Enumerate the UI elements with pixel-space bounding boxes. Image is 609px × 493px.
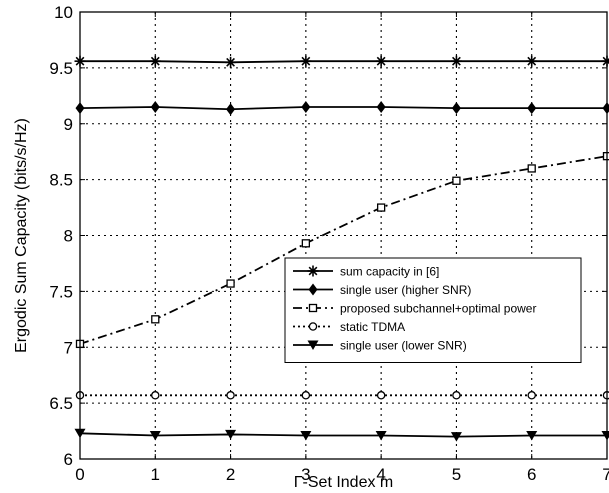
data-point-s4-4 bbox=[375, 431, 387, 441]
legend-label-2: proposed subchannel+optimal power bbox=[340, 302, 536, 316]
data-point-s1-3 bbox=[301, 100, 311, 113]
series-4 bbox=[74, 428, 609, 442]
legend-marker-4 bbox=[307, 340, 319, 350]
y-axis-label: Ergodic Sum Capacity (bits/s/Hz) bbox=[13, 118, 30, 353]
legend-label-4: single user (lower SNR) bbox=[340, 339, 467, 353]
data-point-s4-3 bbox=[300, 431, 312, 441]
legend-marker-1 bbox=[308, 283, 318, 296]
data-point-s0-5 bbox=[450, 55, 462, 67]
x-tick-label-7: 7 bbox=[602, 465, 609, 484]
data-point-s2-6 bbox=[527, 164, 536, 173]
legend: sum capacity in [6] single user (higher S… bbox=[284, 257, 582, 363]
data-point-s4-5 bbox=[450, 432, 462, 442]
y-tick-label-7: 7 bbox=[64, 338, 73, 357]
data-point-s0-5-stroke-3 bbox=[452, 56, 461, 66]
x-tick-label-3: 3 bbox=[301, 465, 310, 484]
legend-label-1: single user (higher SNR) bbox=[340, 283, 471, 297]
x-tick-label-0: 0 bbox=[75, 465, 84, 484]
data-point-s2-4 bbox=[376, 203, 386, 212]
series-line-0 bbox=[80, 60, 607, 64]
series-3 bbox=[75, 391, 609, 400]
data-point-s1-5 bbox=[451, 102, 461, 115]
data-point-s0-4 bbox=[375, 55, 387, 67]
legend-box bbox=[284, 257, 582, 363]
data-point-s3-2 bbox=[226, 391, 235, 400]
data-point-s2-7 bbox=[602, 152, 609, 161]
data-point-s3-6 bbox=[527, 391, 536, 400]
series-0 bbox=[74, 55, 609, 68]
data-point-s1-6 bbox=[527, 102, 537, 115]
data-point-s1-4 bbox=[376, 100, 386, 113]
data-point-s2-1 bbox=[151, 315, 160, 324]
x-axis-label: Γ-Set Index m bbox=[294, 474, 394, 491]
data-point-s0-3 bbox=[300, 55, 312, 67]
legend-label-0: sum capacity in [6] bbox=[340, 265, 439, 279]
data-point-s0-4-stroke-3 bbox=[376, 56, 386, 66]
series-group bbox=[74, 55, 609, 442]
data-point-s2-2 bbox=[226, 279, 235, 288]
data-point-s3-7 bbox=[602, 391, 609, 400]
grid-lines bbox=[80, 12, 607, 459]
legend-marker-3 bbox=[308, 322, 318, 331]
data-point-s1-7 bbox=[602, 102, 609, 115]
data-point-s0-1 bbox=[149, 55, 161, 67]
y-tick-label-9.5: 9.5 bbox=[49, 59, 73, 78]
data-point-s0-3-stroke-3 bbox=[301, 56, 311, 66]
series-line-1 bbox=[79, 106, 607, 111]
data-point-s2-5 bbox=[452, 176, 461, 185]
legend-label-3: static TDMA bbox=[340, 320, 405, 334]
data-point-s3-3 bbox=[301, 391, 311, 400]
y-tick-label-9: 9 bbox=[64, 115, 73, 134]
data-point-s3-1 bbox=[151, 391, 160, 400]
data-point-s0-2-stroke-3 bbox=[226, 57, 235, 67]
y-tick-label-10: 10 bbox=[54, 3, 73, 22]
x-tick-label-2: 2 bbox=[226, 465, 235, 484]
series-line-4 bbox=[79, 432, 607, 438]
legend-marker-2 bbox=[308, 303, 318, 313]
legend-marker-0-stroke-3 bbox=[308, 266, 318, 276]
data-point-s1-2 bbox=[226, 103, 236, 116]
data-point-s3-5 bbox=[452, 391, 461, 400]
series-line-2 bbox=[79, 155, 608, 345]
series-2 bbox=[75, 152, 609, 349]
data-point-s0-6-stroke-3 bbox=[527, 56, 537, 66]
data-point-s0-2 bbox=[225, 56, 237, 68]
x-tick-label-1: 1 bbox=[151, 465, 160, 484]
y-tick-label-7.5: 7.5 bbox=[49, 282, 73, 301]
y-tick-label-8: 8 bbox=[64, 227, 73, 246]
y-tick-label-8.5: 8.5 bbox=[49, 171, 73, 190]
data-point-s2-3 bbox=[301, 239, 311, 248]
data-point-s4-2 bbox=[225, 429, 237, 440]
y-tick-label-6.5: 6.5 bbox=[49, 394, 73, 413]
axis-ticks: 0 1 2 3 4 5 6 7 6 6.5 7 7.5 8 8.5 9 9.5 10 bbox=[49, 3, 609, 484]
series-1 bbox=[75, 100, 609, 116]
data-point-s3-4 bbox=[376, 391, 386, 400]
data-point-s1-1 bbox=[150, 100, 160, 113]
data-point-s0-7 bbox=[601, 55, 609, 67]
x-tick-label-6: 6 bbox=[527, 465, 536, 484]
y-tick-label-6: 6 bbox=[64, 450, 73, 469]
data-point-s0-6 bbox=[526, 55, 538, 67]
data-point-s4-6 bbox=[526, 431, 538, 441]
x-tick-label-4: 4 bbox=[376, 465, 385, 484]
data-point-s0-1-stroke-3 bbox=[150, 56, 160, 66]
data-point-s4-1 bbox=[149, 431, 161, 441]
legend-marker-0 bbox=[307, 265, 319, 277]
x-tick-label-5: 5 bbox=[452, 465, 461, 484]
